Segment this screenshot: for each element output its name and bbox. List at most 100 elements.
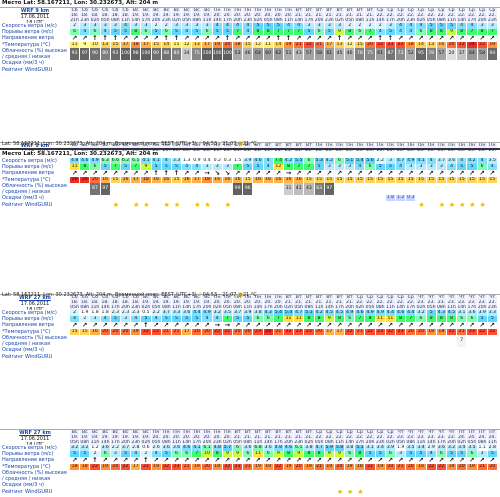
time-cell: Чт: [426, 295, 437, 300]
time-cell: Вс: [131, 8, 142, 13]
star-icon: ★: [204, 201, 211, 209]
wind-direction-arrow-icon: ↗: [315, 170, 325, 177]
time-cell: Сб: [110, 295, 121, 300]
sun-icon: ☼: [196, 292, 203, 298]
temperature-cell: 15: [385, 177, 396, 183]
rain-cell: 1.2: [396, 195, 407, 201]
time-cell: 19.: [151, 300, 162, 305]
wind-direction-arrow-icon: ↗: [294, 457, 305, 464]
time-cell: 19.: [141, 300, 152, 305]
time-cell: Вт: [283, 430, 295, 435]
temperature-cell: 22: [141, 329, 152, 335]
cloud-cell: [131, 470, 142, 482]
model-link[interactable]: WRF 27 km: [19, 295, 51, 301]
time-cell: 20.: [212, 13, 223, 18]
time-cell: Вс: [80, 143, 91, 148]
time-cell: 20.: [396, 148, 407, 153]
time-cell: 20.: [436, 148, 447, 153]
wind-cell: 5: [171, 316, 183, 322]
wind-cell: 4: [283, 23, 295, 29]
cloud-cell: [110, 335, 121, 347]
model-link[interactable]: WRF 27 km: [19, 430, 51, 436]
wind-cell: 3: [416, 164, 427, 170]
empty-star-slot: [284, 201, 294, 209]
cloud-cell: [406, 183, 417, 195]
temperature-cell: 19: [131, 329, 142, 335]
time-cell: Вт: [243, 143, 254, 148]
time-cell: 19.: [141, 148, 152, 153]
time-cell: 21.: [294, 13, 305, 18]
time-cell: Пн: [345, 143, 356, 148]
wind-cell: 2: [345, 23, 356, 29]
wind-direction-arrow-icon: ↗: [70, 170, 81, 177]
wind-direction-arrow-icon: ↗: [243, 170, 254, 177]
wind-cell: 2.8: [131, 445, 142, 451]
time-cell: 23h: [243, 18, 254, 23]
time-cell: Вс: [100, 143, 111, 148]
time-cell: 23.: [467, 300, 478, 305]
time-cell: Пн: [436, 143, 447, 148]
model-link[interactable]: WRF 9 km: [20, 143, 50, 149]
time-cell: 14h: [131, 18, 142, 23]
empty-star-slot: [264, 488, 274, 496]
wind-cell: 6: [141, 29, 152, 35]
temperature-cell: 16: [283, 177, 295, 183]
time-cell: 02h: [457, 440, 468, 445]
empty-star-slot: [437, 66, 447, 74]
cloud-cell: [110, 183, 121, 195]
wind-cell: 5: [243, 164, 254, 170]
wind-cell: 4: [406, 23, 417, 29]
wind-cell: 3.2: [70, 445, 81, 451]
temperature-cell: 23: [467, 329, 478, 335]
wind-cell: 5: [233, 316, 244, 322]
time-cell: 22.: [416, 13, 427, 18]
rain-cell: [101, 195, 111, 201]
time-cell: 02h: [253, 18, 264, 23]
star-icon: ★: [459, 201, 466, 209]
time-cell: Ср: [396, 8, 407, 13]
wind-direction-arrow-icon: ↗: [141, 170, 152, 177]
empty-star-slot: [152, 201, 162, 209]
time-cell: 17h: [406, 305, 417, 310]
rain-cell: [416, 60, 427, 66]
empty-star-slot: [386, 66, 396, 74]
empty-star-slot: [213, 201, 223, 209]
wind-cell: 10: [202, 451, 213, 457]
wind-cell: 3.6: [263, 445, 274, 451]
empty-star-slot: [172, 353, 182, 361]
time-cell: 17h: [192, 440, 203, 445]
location-footer: Lat: 58.167211, Lon: 30.232673, Alt: 204…: [0, 141, 500, 148]
wind-cell: 5: [212, 29, 223, 35]
wind-cell: 4: [212, 23, 223, 29]
cloud-cell: 57: [436, 48, 447, 60]
time-cell: 22.: [375, 13, 386, 18]
rain-cell: [70, 195, 81, 201]
time-cell: 19.: [90, 148, 101, 153]
time-cell: 20.: [314, 148, 325, 153]
cloud-cell: [171, 183, 183, 195]
empty-star-slot: [264, 353, 274, 361]
rain-cell: [478, 347, 488, 353]
empty-star-slot: [80, 201, 90, 209]
empty-star-slot: [70, 66, 80, 74]
wind-direction-arrow-icon: ↗: [131, 35, 142, 42]
wind-cell: 8: [334, 316, 346, 322]
time-cell: 05h: [151, 440, 162, 445]
wind-direction-arrow-icon: ↗: [101, 457, 111, 464]
wind-direction-arrow-icon: ↗: [121, 457, 132, 464]
temperature-cell: 22: [446, 329, 458, 335]
empty-star-slot: [264, 66, 274, 74]
time-cell: 22.: [375, 300, 386, 305]
wind-direction-arrow-icon: ↗: [141, 35, 152, 42]
model-link[interactable]: WRF 9 km: [20, 8, 50, 14]
time-cell: Чт: [436, 430, 447, 435]
wind-cell: 3: [385, 23, 396, 29]
rain-cell: [141, 195, 152, 201]
time-cell: 21.: [253, 148, 264, 153]
empty-star-slot: [478, 488, 488, 496]
empty-star-slot: [70, 488, 80, 496]
rain-cell: [345, 60, 356, 66]
time-cell: 17h: [273, 440, 284, 445]
empty-star-slot: [365, 201, 375, 209]
row-label-gust: Порывы ветра (м/с): [2, 29, 54, 35]
